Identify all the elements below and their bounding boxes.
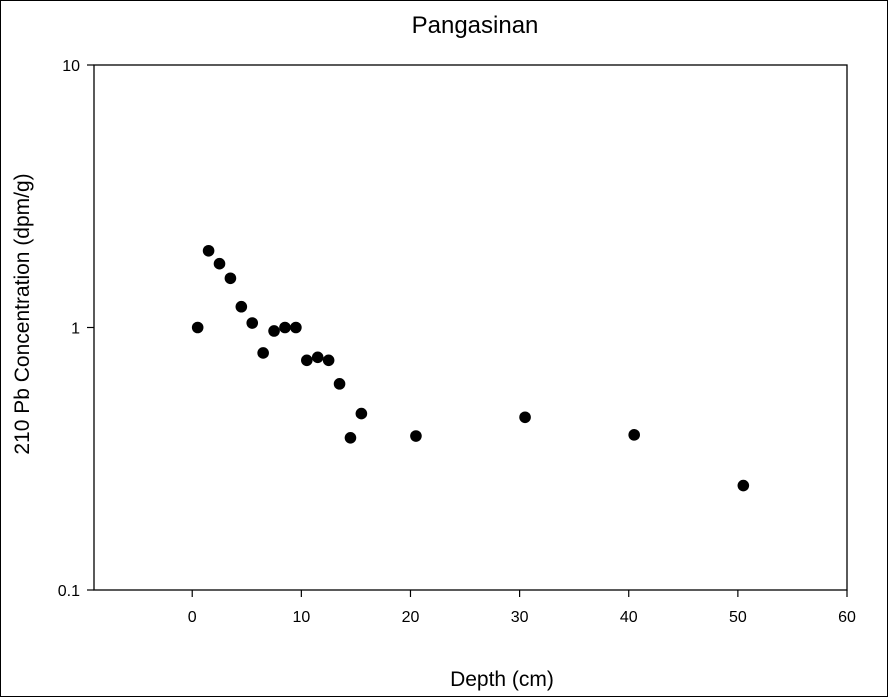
data-point <box>235 300 248 313</box>
data-point <box>191 321 204 334</box>
y-tick-label: 0.1 <box>58 583 80 600</box>
x-tick-label: 0 <box>188 609 197 626</box>
x-tick-label: 30 <box>511 609 529 626</box>
data-point <box>628 429 640 441</box>
x-tick-label: 50 <box>729 609 747 626</box>
x-axis-ticks: 0 10 20 30 40 50 60 <box>188 590 856 626</box>
data-point <box>355 407 368 420</box>
data-point <box>257 347 269 359</box>
data-point <box>311 351 324 364</box>
x-tick-label: 20 <box>402 609 420 626</box>
data-point <box>224 272 237 285</box>
data-point <box>279 321 291 334</box>
x-tick-label: 40 <box>620 609 638 626</box>
y-tick-label: 10 <box>62 58 80 75</box>
data-point <box>344 432 357 444</box>
x-axis-label: Depth (cm) <box>450 668 554 691</box>
x-tick-label: 60 <box>838 609 856 626</box>
data-point <box>333 378 346 390</box>
chart-title: Pangasinan <box>412 12 539 39</box>
y-axis-ticks: 0.1 1 10 <box>58 58 94 600</box>
data-point <box>202 244 215 257</box>
x-tick-label: 10 <box>292 609 310 626</box>
data-point <box>519 411 531 424</box>
data-point <box>410 430 422 442</box>
data-points <box>191 244 750 492</box>
data-point <box>268 325 280 337</box>
y-axis-label: 210 Pb Concentration (dpm/g) <box>11 173 34 454</box>
plot-area-frame <box>93 64 848 591</box>
data-point <box>322 354 335 367</box>
y-tick-label: 1 <box>71 321 80 338</box>
data-point <box>213 257 226 270</box>
data-point <box>290 321 302 334</box>
data-point <box>301 354 313 367</box>
data-point <box>737 479 750 492</box>
data-point <box>246 317 259 329</box>
